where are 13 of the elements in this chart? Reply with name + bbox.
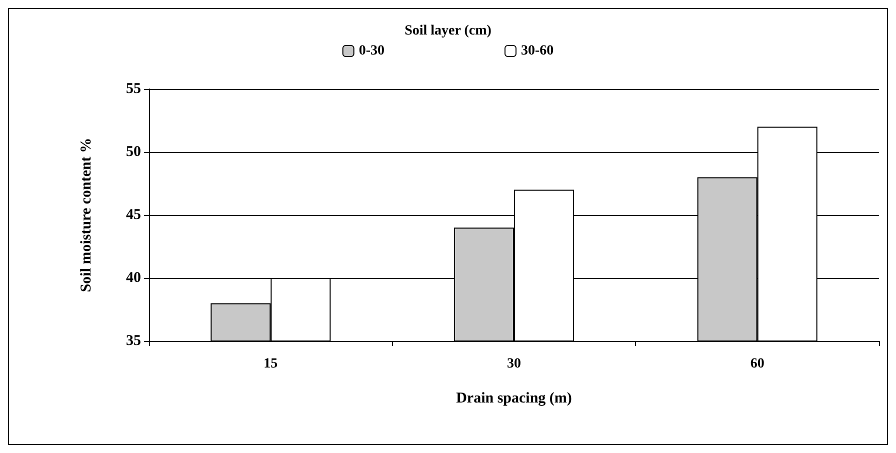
x-tick-label: 60 — [750, 356, 764, 372]
y-tick-label: 50 — [126, 144, 141, 160]
legend-label: 30-60 — [521, 44, 554, 58]
y-axis-title: Soil moisture content % — [78, 138, 94, 292]
y-tick-label: 55 — [126, 81, 141, 97]
x-tick-label: 15 — [264, 356, 278, 372]
y-tick-label: 35 — [126, 333, 141, 349]
legend-label: 0-30 — [358, 44, 385, 58]
legend-title: Soil layer (cm) — [404, 24, 492, 38]
x-axis-title: Drain spacing (m) — [456, 390, 572, 406]
y-tick-label: 45 — [126, 207, 141, 223]
y-tick-label: 40 — [126, 270, 141, 286]
x-tick-label: 30 — [507, 356, 521, 372]
